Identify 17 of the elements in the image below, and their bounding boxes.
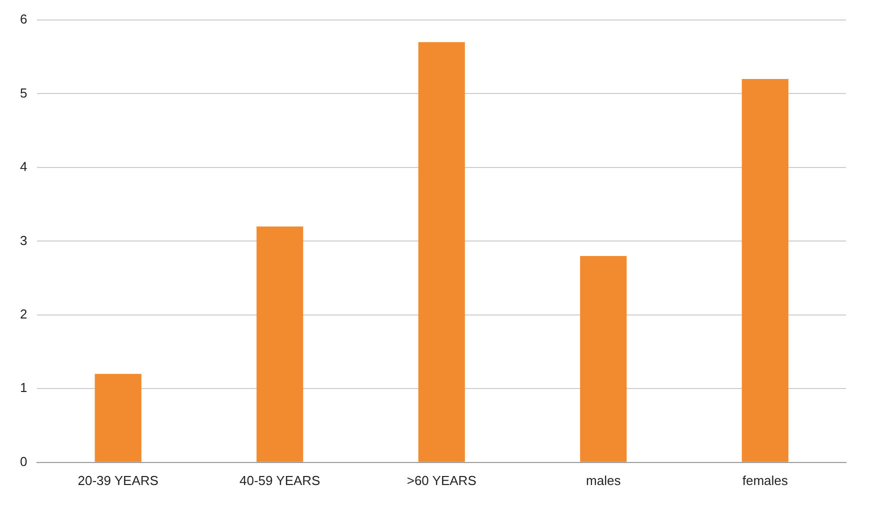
bar [94,374,142,462]
bar [742,78,788,462]
y-tick-label: 2 [20,306,28,322]
x-tick-label: 20-39 YEARS [78,472,159,488]
y-tick-label: 3 [20,232,28,248]
x-tick-label: 40-59 YEARS [240,472,321,488]
bar [256,226,304,462]
y-tick-label: 4 [20,159,28,174]
x-tick-label: males [586,472,622,488]
x-tick-label: females [742,472,788,488]
y-tick-label: 5 [20,85,28,100]
y-tick-label: 6 [20,12,28,27]
bar [580,256,627,462]
x-tick-label: >60 YEARS [406,472,477,488]
bar [418,42,465,462]
y-tick-label: 0 [20,454,28,469]
y-tick-label: 1 [20,380,28,396]
